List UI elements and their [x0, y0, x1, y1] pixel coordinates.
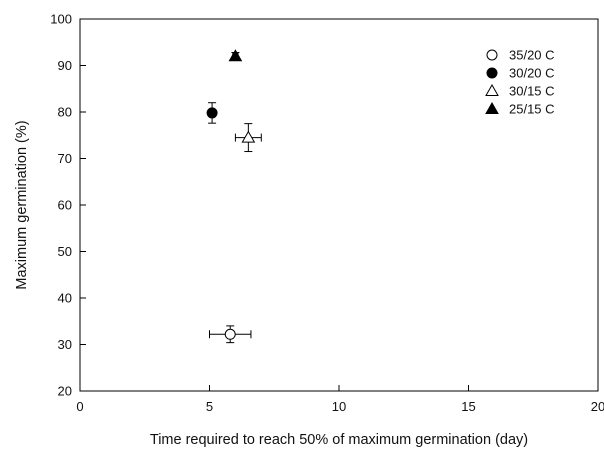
data-point [228, 49, 243, 62]
y-tick-label: 60 [58, 198, 72, 213]
y-tick-label: 100 [50, 12, 72, 27]
y-tick-label: 40 [58, 291, 72, 306]
x-tick-label: 0 [76, 399, 83, 414]
legend-label: 30/15 C [509, 84, 555, 99]
x-tick-label: 5 [206, 399, 213, 414]
y-tick-label: 20 [58, 384, 72, 399]
y-axis-label: Maximum germination (%) [14, 120, 30, 289]
y-tick-label: 30 [58, 337, 72, 352]
y-tick-label: 70 [58, 151, 72, 166]
axis-ticks: 0 5 10 15 20 20 30 40 50 60 70 80 90 100 [50, 12, 604, 415]
x-tick-label: 20 [591, 399, 604, 414]
x-tick-label: 15 [461, 399, 475, 414]
x-tick-label: 10 [332, 399, 346, 414]
legend-label: 30/20 C [509, 66, 555, 81]
data-marks [206, 49, 262, 344]
y-tick-label: 50 [58, 244, 72, 259]
legend: 35/20 C 30/20 C 30/15 C 25/15 C [485, 48, 555, 117]
legend-marker [485, 101, 499, 114]
legend-label: 25/15 C [509, 102, 555, 117]
data-point [206, 107, 218, 119]
data-point [241, 130, 256, 143]
data-point [224, 328, 236, 340]
legend-marker [486, 67, 498, 79]
y-tick-label: 90 [58, 58, 72, 73]
legend-marker [486, 49, 498, 61]
y-tick-label: 80 [58, 105, 72, 120]
legend-marker [485, 83, 499, 96]
legend-label: 35/20 C [509, 48, 555, 63]
x-axis-label: Time required to reach 50% of maximum ge… [150, 432, 528, 448]
